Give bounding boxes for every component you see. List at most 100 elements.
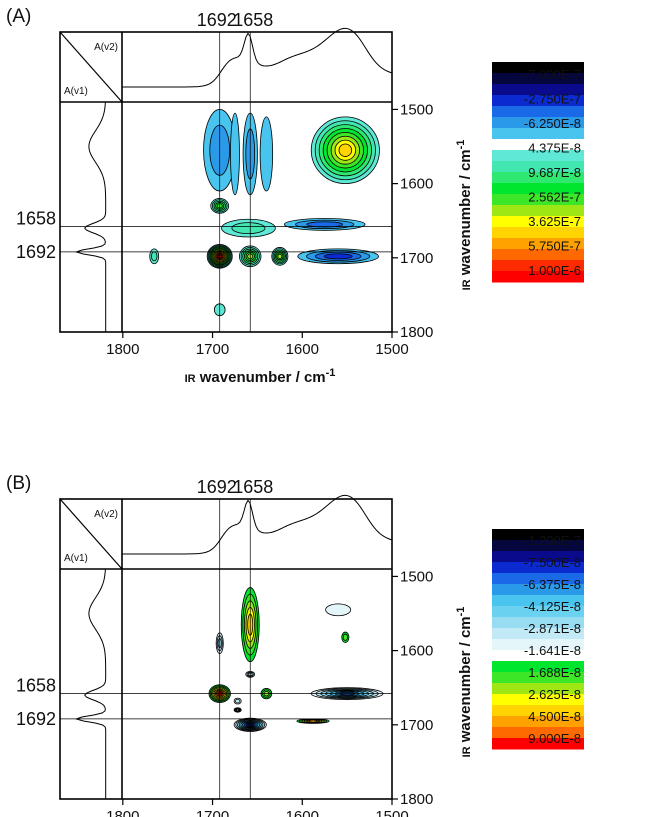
x-axis-label: IR wavenumber / cm-1 [185, 367, 336, 386]
x-tick-label: 1800 [106, 808, 139, 817]
colorbar-swatch [492, 562, 584, 574]
x-tick-label: 1700 [196, 808, 229, 817]
colorbar-swatch [492, 639, 584, 651]
contour-level [323, 253, 353, 260]
colorbar-label: 9.687E-8 [528, 165, 581, 180]
top-peak-label: 1658 [233, 10, 273, 30]
contour-level [277, 253, 283, 259]
contour-peak [221, 218, 276, 238]
contour-peak [271, 247, 289, 266]
left-peak-label: 1658 [16, 209, 56, 229]
colorbar-swatch [492, 672, 584, 684]
y-axis-label: IR wavenumber / cm-1 [455, 607, 474, 758]
contour-peak [240, 587, 260, 663]
colorbar-swatch [492, 271, 584, 283]
corner-label: A(v1) [64, 86, 88, 97]
x-tick-label: 1600 [286, 808, 319, 817]
colorbar-swatch [492, 650, 584, 662]
colorbar-label: -7.500E-8 [524, 555, 581, 570]
left-spectrum [74, 568, 107, 799]
colorbar-swatch [492, 205, 584, 217]
x-tick-label: 1500 [375, 341, 408, 358]
colorbar-label: -1.641E-8 [524, 643, 581, 658]
corner-label: A(v2) [94, 509, 118, 520]
colorbar-label: 4.500E-8 [528, 709, 581, 724]
top-spectrum [122, 494, 393, 555]
contour-peak [341, 631, 350, 643]
colorbar-swatch [492, 106, 584, 118]
colorbar-label: -6.250E-8 [524, 116, 581, 131]
colorbar-label: -2.750E-7 [524, 92, 581, 107]
contour-level [325, 603, 352, 617]
contour-level [308, 719, 318, 723]
colorbar-swatch [492, 529, 584, 541]
x-tick-label: 1500 [375, 808, 408, 817]
colorbar-swatch [492, 617, 584, 629]
left-peak-label: 1692 [16, 242, 56, 262]
colorbar-label: -7.000E-7 [524, 67, 581, 82]
colorbar-swatch [492, 628, 584, 640]
y-tick-label: 1800 [400, 324, 433, 341]
colorbar-swatch [492, 73, 584, 85]
colorbar-label: 4.375E-8 [528, 141, 581, 156]
y-tick-label: 1600 [400, 643, 433, 660]
panel-label: (A) [6, 6, 31, 27]
colorbar-swatch [492, 606, 584, 618]
colorbar-swatch [492, 194, 584, 206]
plot-frame [59, 498, 393, 800]
colorbar-label: 1.688E-8 [528, 665, 581, 680]
colorbar-swatch [492, 161, 584, 173]
colorbar-swatch [492, 95, 584, 107]
colorbar-label: -4.125E-8 [524, 599, 581, 614]
colorbar-label: -1.200E-7 [524, 533, 581, 548]
colorbar-swatch [492, 183, 584, 195]
contour-peak [230, 112, 240, 196]
y-tick-label: 1500 [400, 101, 433, 118]
contour-peak [259, 116, 274, 192]
colorbar-label: 9.000E-8 [528, 731, 581, 746]
contour-level [306, 221, 344, 228]
top-peak-label: 1692 [197, 10, 237, 30]
contour-level [236, 708, 240, 712]
colorbar-swatch [492, 172, 584, 184]
colorbar-swatch [492, 150, 584, 162]
colorbar-swatch [492, 727, 584, 739]
colorbar-label: 1.000E-6 [528, 263, 581, 278]
colorbar-swatch [492, 62, 584, 74]
contour-level [338, 143, 353, 157]
colorbar-swatch [492, 128, 584, 140]
contour-map [208, 587, 384, 732]
y-tick-label: 1700 [400, 250, 433, 267]
colorbar-label: 2.562E-7 [528, 189, 581, 204]
corner-label: A(v1) [64, 553, 88, 564]
x-tick-label: 1600 [286, 341, 319, 358]
left-spectrum [74, 101, 107, 332]
top-peak-label: 1692 [197, 477, 237, 497]
colorbar-swatch [492, 595, 584, 607]
colorbar-label: 2.625E-8 [528, 687, 581, 702]
top-peak-label: 1658 [233, 477, 273, 497]
y-tick-label: 1700 [400, 717, 433, 734]
contour-peak [325, 603, 352, 617]
x-tick-label: 1700 [196, 341, 229, 358]
colorbar-label: -2.871E-8 [524, 621, 581, 636]
colorbar-swatch [492, 738, 584, 750]
plot-frame [59, 31, 393, 333]
contour-peak [297, 248, 379, 265]
colorbar-swatch [492, 84, 584, 96]
colorbar-swatch [492, 216, 584, 228]
colorbar-swatch [492, 551, 584, 563]
colorbar-label: -6.375E-8 [524, 577, 581, 592]
colorbar-swatch [492, 227, 584, 239]
x-tick-label: 1800 [106, 341, 139, 358]
colorbar-label: 3.625E-7 [528, 214, 581, 229]
contour-peak [233, 697, 242, 705]
contour-peak [283, 218, 366, 231]
contour-level [151, 251, 158, 262]
contour-peak [296, 718, 330, 724]
colorbar-swatch [492, 117, 584, 129]
colorbar-label: 5.750E-7 [528, 238, 581, 253]
y-tick-label: 1800 [400, 791, 433, 808]
